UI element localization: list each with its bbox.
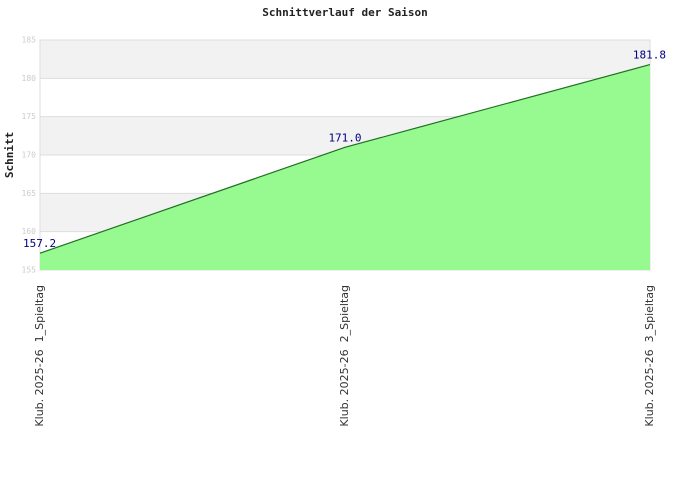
line bbox=[39, 63, 651, 254]
y-tick-label: 155 bbox=[22, 266, 37, 275]
x-tick-label: Klub. 2025-26 2_Spieltag bbox=[338, 285, 351, 427]
y-tick-label: 165 bbox=[22, 189, 37, 198]
y-tick-label: 180 bbox=[22, 74, 37, 83]
chart-title: Schnittverlauf der Saison bbox=[262, 6, 428, 19]
y-tick-label: 175 bbox=[22, 112, 37, 121]
y-tick-label: 160 bbox=[22, 227, 37, 236]
area bbox=[40, 64, 650, 271]
grid-band bbox=[40, 40, 650, 79]
y-axis-label: Schnitt bbox=[3, 132, 16, 178]
value-label: 171.0 bbox=[328, 131, 361, 144]
value-label: 157.2 bbox=[23, 237, 56, 250]
value-label: 181.8 bbox=[633, 49, 666, 62]
x-tick-label: Klub. 2025-26 3_Spieltag bbox=[643, 285, 656, 427]
y-tick-label: 170 bbox=[22, 151, 37, 160]
x-tick-label: Klub. 2025-26 1_Spieltag bbox=[33, 285, 46, 427]
y-tick-label: 185 bbox=[22, 36, 37, 45]
